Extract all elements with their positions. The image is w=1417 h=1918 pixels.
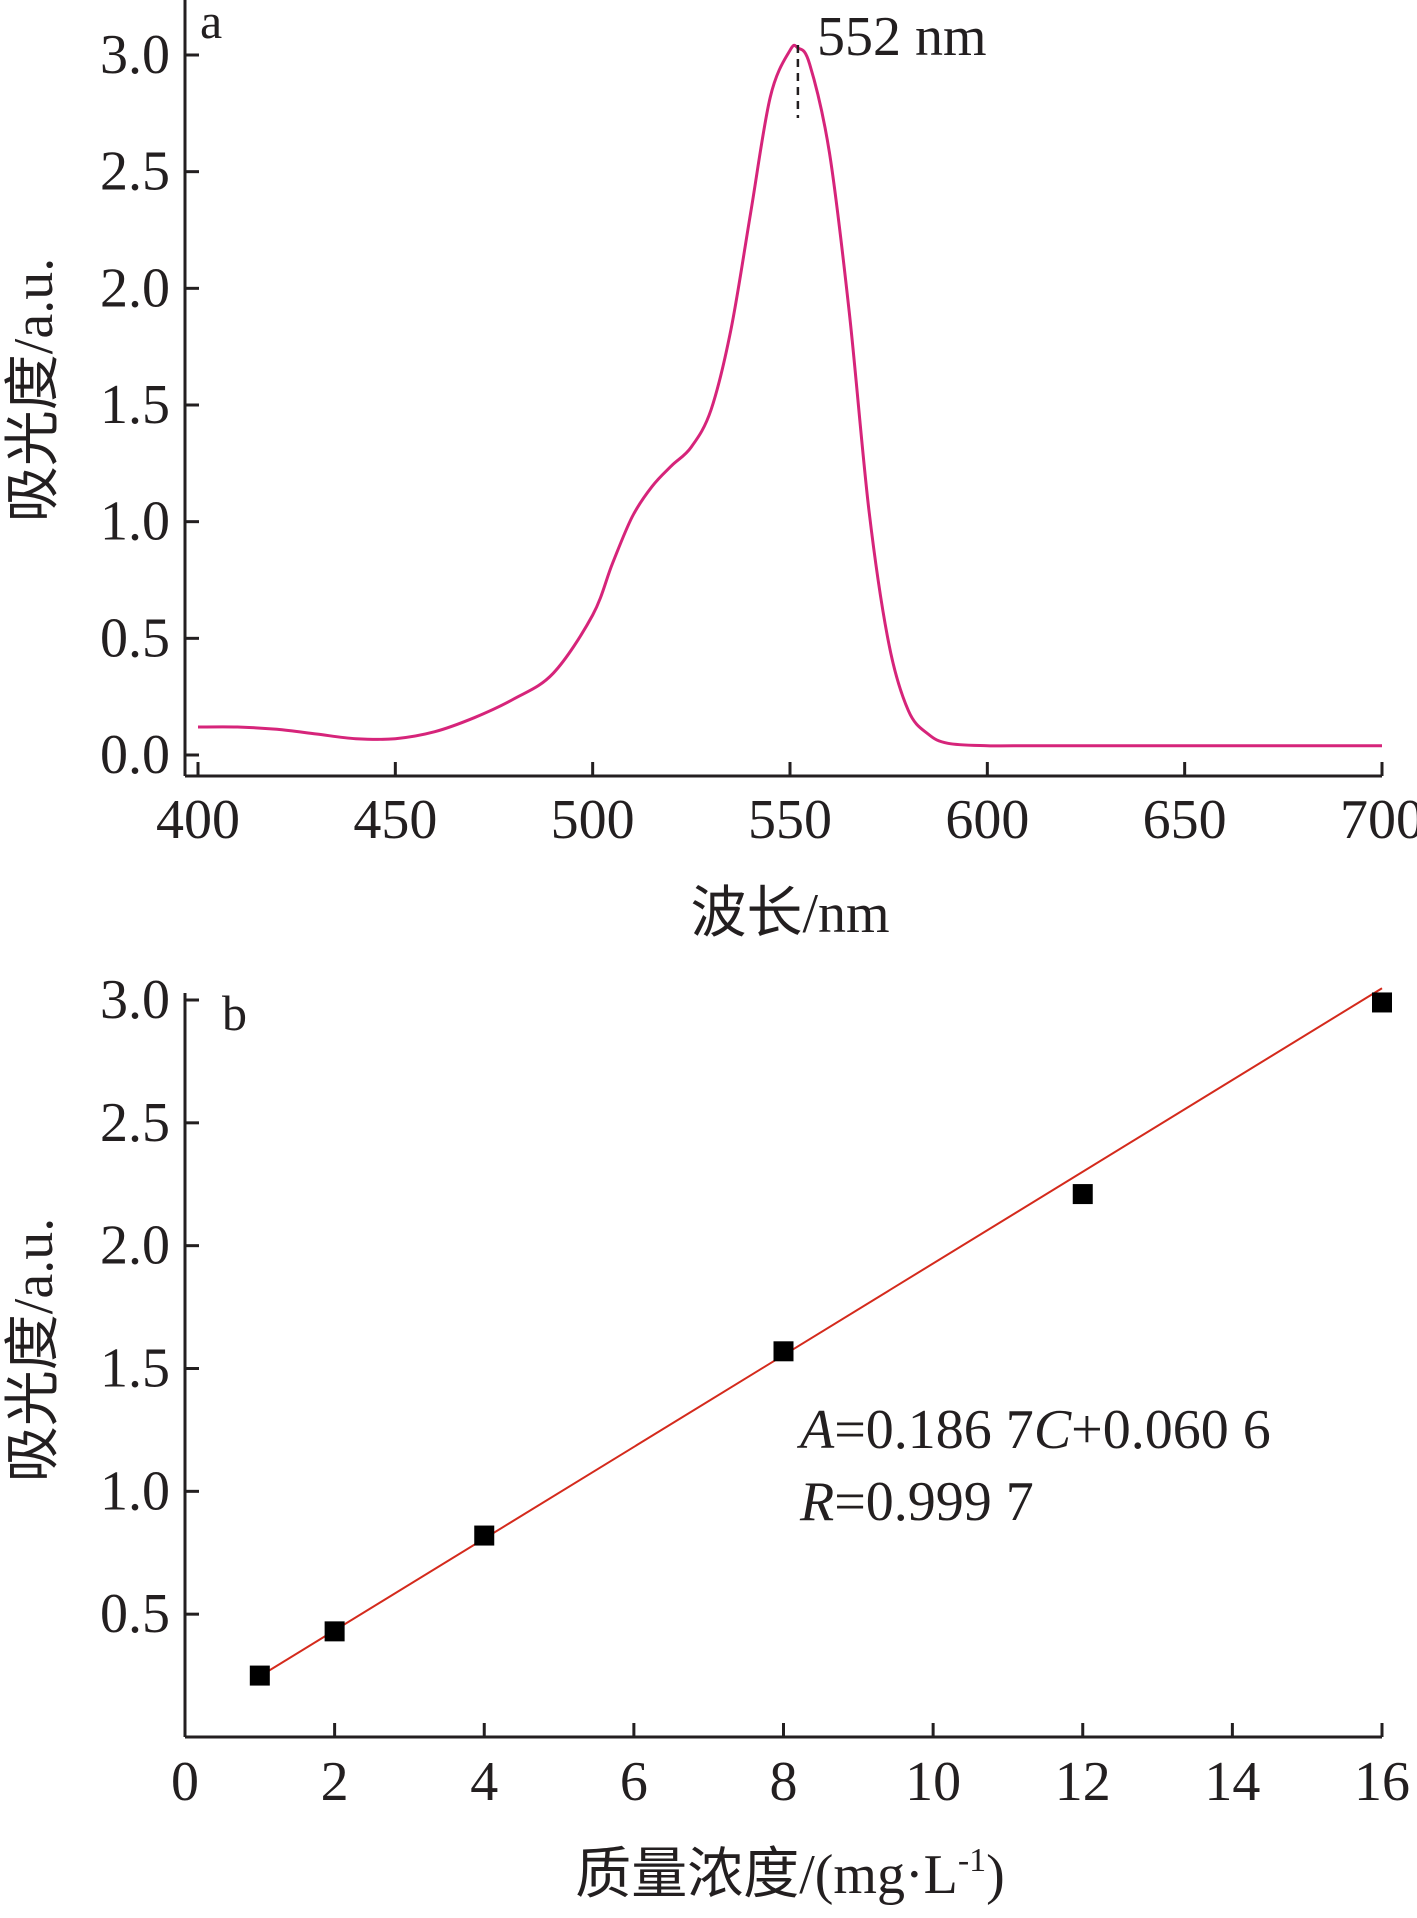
panel-a-x-tick-label: 600	[945, 789, 1029, 851]
panel-b-y-tick-label: 2.0	[100, 1215, 170, 1277]
panel-b-x-tick-label: 6	[620, 1751, 648, 1813]
panel-b-x-tick-label: 14	[1204, 1751, 1260, 1813]
panel-b-equation: A=0.186 7C+0.060 6	[796, 1399, 1271, 1461]
panel-a-y-tick-label: 0.0	[100, 724, 170, 786]
panel-a-y-ticks: 0.0 0.5 1.0 1.5 2.0 2.5 3.0	[100, 24, 199, 786]
panel-b-x-axis-label: 质量浓度/(mg·L-1)	[575, 1842, 1005, 1906]
panel-a-x-ticks: 400 450 500 550 600 650 700	[156, 762, 1417, 851]
panel-a-y-tick-label: 0.5	[100, 607, 170, 669]
panel-b-fit-line	[259, 987, 1383, 1678]
panel-a-absorbance-curve	[197, 43, 1382, 748]
panel-a-y-tick-label: 2.5	[100, 141, 170, 203]
panel-a: a 400 450 500 550 600 650 700 0.0 0.5 1.0 1.5 2.0 2…	[3, 0, 1417, 945]
panel-a-y-tick-label: 1.0	[100, 491, 170, 553]
panel-a-x-axis-label: 波长/nm	[690, 883, 889, 945]
panel-a-y-tick-label: 1.5	[100, 374, 170, 436]
panel-b-y-tick-label: 2.5	[100, 1092, 170, 1154]
panel-a-y-axis-label: 吸光度/a.u.	[3, 258, 65, 522]
panel-b-data-point	[1072, 1184, 1093, 1205]
panel-b-data-point	[474, 1525, 495, 1546]
panel-b-x-tick-label: 10	[905, 1751, 961, 1813]
panel-b-y-tick-label: 1.5	[100, 1338, 170, 1400]
panel-a-peak-annotation: 552 nm	[817, 6, 987, 68]
panel-b-x-tick-label: 16	[1354, 1751, 1410, 1813]
panel-b-x-tick-label: 4	[470, 1751, 498, 1813]
panel-b-data-point	[773, 1341, 794, 1362]
panel-b-y-tick-label: 0.5	[100, 1583, 170, 1645]
panel-a-x-tick-label: 450	[353, 789, 437, 851]
panel-b-y-tick-label: 1.0	[100, 1460, 170, 1522]
panel-a-x-tick-label: 550	[748, 789, 832, 851]
correlation-var-r: R	[799, 1471, 834, 1533]
panel-b-data-point	[324, 1621, 345, 1642]
correlation-value: =0.999 7	[834, 1471, 1034, 1533]
panel-b-data-point	[249, 1665, 270, 1686]
panel-b-x-tick-label: 2	[321, 1751, 349, 1813]
panel-a-x-tick-label: 700	[1340, 789, 1417, 851]
x-axis-label-main: 质量浓度/(mg·L	[575, 1844, 958, 1906]
panel-a-x-tick-label: 650	[1143, 789, 1227, 851]
panel-b-y-axis-label: 吸光度/a.u.	[3, 1218, 65, 1482]
panel-b-y-tick-label: 3.0	[100, 969, 170, 1031]
equation-var-a: A	[796, 1399, 835, 1461]
panel-a-x-tick-label: 500	[551, 789, 635, 851]
x-axis-label-superscript: -1	[958, 1842, 986, 1879]
panel-b-data-point	[1372, 992, 1392, 1013]
panel-b-x-ticks: 0 2 4 6 8 10 12 14 16	[171, 1723, 1410, 1813]
panel-b-label: b	[222, 985, 247, 1041]
panel-b-x-tick-label: 8	[770, 1751, 798, 1813]
panel-a-y-tick-label: 2.0	[100, 257, 170, 319]
panel-b-correlation: R=0.999 7	[799, 1471, 1034, 1533]
panel-a-x-tick-label: 400	[156, 789, 240, 851]
panel-b-x-tick-label: 0	[171, 1751, 199, 1813]
panel-a-y-tick-label: 3.0	[100, 24, 170, 86]
panel-b-y-ticks: 0.5 1.0 1.5 2.0 2.5 3.0	[100, 969, 199, 1645]
panel-b-x-tick-label: 12	[1055, 1751, 1111, 1813]
x-axis-label-tail: )	[986, 1844, 1005, 1906]
panel-a-label: a	[200, 0, 222, 49]
equation-intercept: +0.060 6	[1071, 1399, 1271, 1461]
panel-b: b 0 2 4 6 8 10 12 14 16 0.5 1.0 1.5 2.0 2.5 3.0 A=0.1…	[3, 969, 1410, 1906]
panel-b-data-points	[249, 992, 1392, 1686]
equation-var-c: C	[1034, 1399, 1072, 1461]
equation-slope: =0.186 7	[834, 1399, 1034, 1461]
